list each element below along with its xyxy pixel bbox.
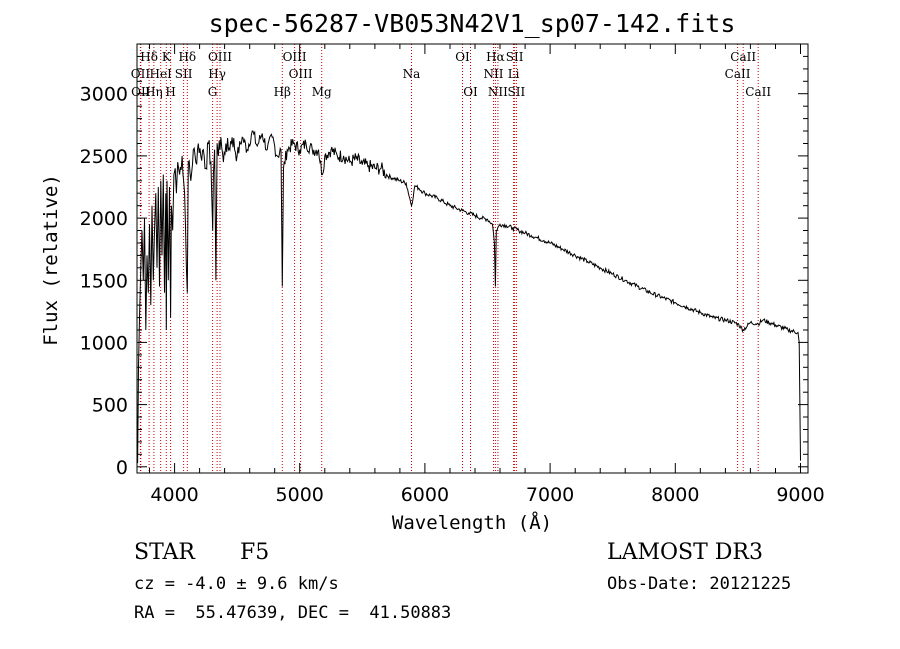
marker-label: Hη bbox=[145, 85, 163, 99]
y-tick-label: 2500 bbox=[80, 146, 128, 168]
marker-label: Hα bbox=[486, 50, 505, 64]
obs-date: Obs-Date: 20121225 bbox=[607, 574, 792, 594]
marker-label: CaII bbox=[730, 50, 756, 64]
y-tick-label: 1000 bbox=[80, 332, 128, 354]
y-tick-label: 500 bbox=[92, 395, 128, 417]
marker-label: CaII bbox=[725, 67, 751, 81]
x-axis: 4000 5000 6000 7000 8000 9000 bbox=[149, 44, 825, 506]
y-tick-label: 3000 bbox=[80, 84, 128, 106]
x-tick-label: 5000 bbox=[276, 484, 324, 506]
spectrum-line bbox=[137, 130, 801, 464]
x-tick-label: 8000 bbox=[651, 484, 699, 506]
y-tick-label: 0 bbox=[116, 457, 128, 479]
marker-label: OII bbox=[131, 67, 151, 81]
marker-label: Mg bbox=[312, 85, 332, 99]
x-tick-label: 6000 bbox=[401, 484, 449, 506]
marker-label: SII bbox=[175, 67, 193, 81]
y-axis-label: Flux (relative) bbox=[40, 174, 62, 346]
marker-label: H bbox=[165, 85, 175, 99]
marker-label: CaII bbox=[745, 85, 771, 99]
redshift-text: cz = -4.0 ± 9.6 km/s bbox=[134, 574, 339, 594]
marker-label: OIII bbox=[289, 67, 313, 81]
line-markers bbox=[139, 44, 759, 473]
marker-label: HeI bbox=[150, 67, 173, 81]
object-class: STAR bbox=[134, 540, 195, 565]
y-tick-label: 1500 bbox=[80, 270, 128, 292]
marker-label: SII bbox=[508, 85, 526, 99]
y-axis: 0 500 1000 1500 2000 2500 3000 bbox=[80, 55, 808, 479]
x-tick-label: 4000 bbox=[150, 484, 198, 506]
marker-label: OIII bbox=[283, 50, 307, 64]
marker-label: NII bbox=[488, 85, 508, 99]
y-tick-label: 2000 bbox=[80, 208, 128, 230]
x-axis-label: Wavelength (Å) bbox=[392, 511, 552, 534]
marker-label: Hβ bbox=[274, 85, 291, 99]
marker-label: OIII bbox=[208, 50, 232, 64]
marker-label: K bbox=[162, 50, 172, 64]
marker-label: Hδ bbox=[178, 50, 196, 64]
marker-label: SII bbox=[506, 50, 524, 64]
marker-label: OI bbox=[463, 85, 478, 99]
x-tick-label: 7000 bbox=[526, 484, 574, 506]
marker-label: OII bbox=[131, 85, 151, 99]
marker-label: Li bbox=[508, 67, 520, 81]
plot-frame bbox=[136, 43, 809, 474]
chart-title: spec-56287-VB053N42V1_sp07-142.fits bbox=[209, 9, 736, 38]
marker-label: Na bbox=[403, 67, 421, 81]
marker-label: Hδ bbox=[140, 50, 158, 64]
marker-label: NII bbox=[484, 67, 504, 81]
subclass: F5 bbox=[240, 540, 270, 565]
marker-label: Hγ bbox=[208, 67, 226, 81]
coordinates: RA = 55.47639, DEC = 41.50883 bbox=[134, 603, 452, 623]
x-tick-label: 9000 bbox=[776, 484, 824, 506]
marker-label: OI bbox=[455, 50, 470, 64]
survey-name: LAMOST DR3 bbox=[607, 540, 763, 565]
marker-label: G bbox=[208, 85, 218, 99]
